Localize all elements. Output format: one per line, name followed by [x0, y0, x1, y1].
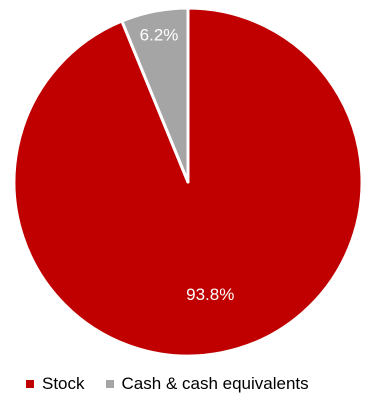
data-label-stock: 93.8% [186, 285, 234, 304]
legend-item-cash: Cash & cash equivalents [105, 374, 309, 394]
legend-label-stock: Stock [42, 374, 85, 393]
legend-swatch-stock [26, 380, 34, 388]
data-label-cash: 6.2% [140, 26, 179, 45]
pie-slice-cash [120, 6, 190, 184]
legend: Stock Cash & cash equivalents [26, 373, 309, 395]
legend-label-cash: Cash & cash equivalents [121, 374, 309, 393]
legend-swatch-cash [105, 380, 114, 388]
legend-item-stock: Stock [26, 374, 85, 394]
